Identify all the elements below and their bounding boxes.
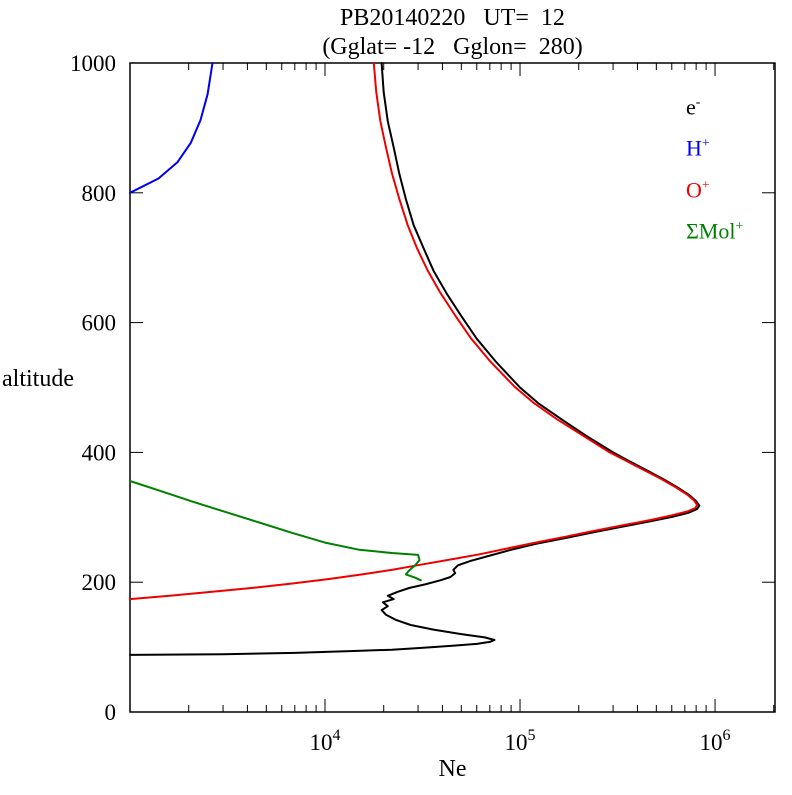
legend-label-sup: - <box>695 95 701 110</box>
svg-text:600: 600 <box>82 311 117 336</box>
chart-title: PB20140220 UT= 12 <box>340 5 565 31</box>
x-axis-label: Ne <box>438 756 467 782</box>
legend-label: O <box>686 176 702 202</box>
legend-item-electron: e- <box>686 84 743 125</box>
legend-label-sup: + <box>701 136 710 152</box>
svg-text:104: 104 <box>310 727 341 755</box>
legend-item-mol-plus: ΣMol+ <box>686 208 743 249</box>
legend-label-sup: + <box>701 177 710 193</box>
y-axis-label: altitude <box>2 366 74 392</box>
legend-item-h-plus: H+ <box>686 125 743 166</box>
chart-subtitle: (Gglat= -12 Gglon= 280) <box>322 34 583 60</box>
legend: e- H+ O+ ΣMol+ <box>686 84 743 249</box>
legend-label: ΣMol <box>686 218 736 244</box>
svg-text:800: 800 <box>82 181 117 206</box>
svg-text:400: 400 <box>82 440 117 465</box>
legend-label-sup: + <box>735 218 744 234</box>
legend-item-o-plus: O+ <box>686 167 743 208</box>
svg-text:0: 0 <box>105 700 117 725</box>
legend-label: H <box>686 135 702 161</box>
svg-text:1000: 1000 <box>70 51 116 76</box>
legend-label: e <box>686 94 696 120</box>
svg-text:105: 105 <box>505 727 536 755</box>
svg-text:106: 106 <box>700 727 731 755</box>
svg-text:200: 200 <box>82 570 117 595</box>
